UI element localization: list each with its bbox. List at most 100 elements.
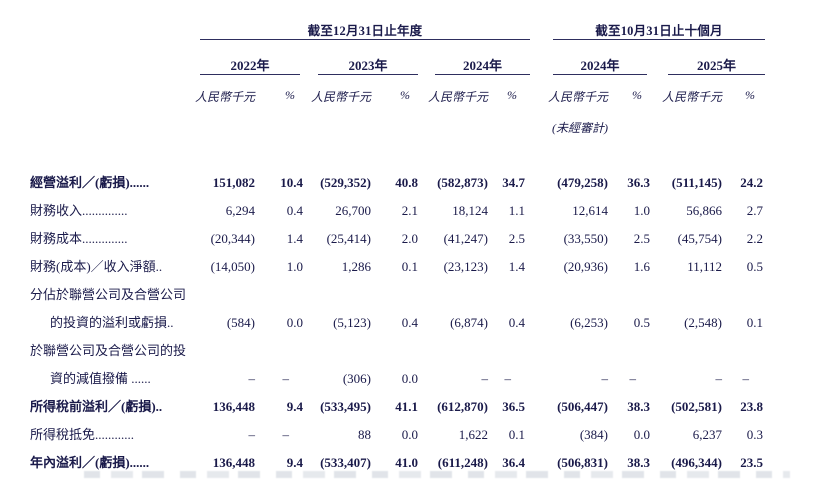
- value-cell: 26,700: [335, 203, 371, 218]
- row-label: 於聯營公司及合營公司的投 資的減值撥備 ......: [30, 336, 195, 392]
- pct-label-2022: %: [285, 88, 295, 102]
- pct-cell: 2.7: [746, 203, 763, 218]
- row-label: 年內溢利／(虧損)......: [30, 455, 150, 470]
- value-cell: (6,874): [450, 315, 488, 330]
- row-label: 所得稅前溢利／(虧損)..: [30, 399, 163, 414]
- pct-cell: 0.5: [746, 259, 763, 274]
- unit-label-2024-ten-months: 人民幣千元: [547, 90, 608, 104]
- value-cell: (502,581): [671, 399, 722, 414]
- value-cell: (25,414): [326, 231, 371, 246]
- table-body: 經營溢利／(虧損)...... 151,082 10.4 (529,352) 4…: [30, 168, 763, 476]
- pct-cell: –: [504, 371, 512, 386]
- value-cell: (2,548): [684, 315, 722, 330]
- value-cell: (5,123): [333, 315, 371, 330]
- value-cell: –: [248, 427, 256, 442]
- value-cell: (14,050): [210, 259, 255, 274]
- pct-cell: 1.4: [286, 231, 303, 246]
- value-cell: 136,448: [212, 399, 255, 414]
- pct-cell: 10.4: [280, 175, 303, 190]
- year-header-2025-ten-months: 2025年: [696, 58, 736, 73]
- value-cell: –: [481, 371, 489, 386]
- cropped-next-row-sliver: [84, 471, 790, 478]
- unit-label-2022: 人民幣千元: [195, 90, 256, 104]
- year-underline-2025-ten-months: [668, 74, 765, 75]
- year-header-2022: 2022年: [230, 58, 270, 73]
- pct-cell: 9.4: [286, 399, 303, 414]
- unit-label-2024: 人民幣千元: [427, 90, 488, 104]
- value-cell: (533,495): [320, 399, 371, 414]
- pct-cell: 40.8: [395, 175, 418, 190]
- value-cell: (20,936): [563, 259, 608, 274]
- pct-label-2024: %: [507, 88, 517, 102]
- pct-cell: 1.1: [508, 203, 525, 218]
- value-cell: 56,866: [686, 203, 722, 218]
- pct-cell: 1.0: [286, 259, 303, 274]
- value-cell: (45,754): [677, 231, 722, 246]
- value-cell: 136,448: [212, 455, 255, 470]
- pct-label-2025: %: [745, 88, 755, 102]
- pct-cell: 0.0: [286, 315, 303, 330]
- row-label: 財務(成本)／收入淨額..: [30, 259, 163, 274]
- value-cell: (384): [579, 427, 608, 442]
- pct-cell: –: [742, 371, 750, 386]
- table-row-profit-loss-for-the-year: 年內溢利／(虧損)...... 136,448 9.4 (533,407) 41…: [30, 448, 763, 476]
- pct-cell: 23.8: [740, 399, 763, 414]
- pct-cell: 1.6: [633, 259, 650, 274]
- group-underline-fiscal-year: [200, 39, 530, 40]
- value-cell: (582,873): [437, 175, 488, 190]
- subheader-spacer: [30, 88, 195, 110]
- table-row-net-finance-costs-income: 財務(成本)／收入淨額.. (14,050) 1.0 1,286 0.1 (23…: [30, 252, 763, 280]
- row-label: 所得稅抵免............: [30, 427, 135, 442]
- year-header-2024: 2024年: [462, 58, 502, 73]
- value-cell: 6,237: [692, 427, 722, 442]
- year-header-2024-ten-months: 2024年: [580, 58, 620, 73]
- pct-cell: 2.2: [746, 231, 763, 246]
- pct-cell: 1.0: [633, 203, 650, 218]
- value-cell: 11,112: [687, 259, 722, 274]
- pct-cell: –: [282, 371, 290, 386]
- table-row-operating-profit-loss: 經營溢利／(虧損)...... 151,082 10.4 (529,352) 4…: [30, 168, 763, 196]
- pct-cell: 0.3: [746, 427, 763, 442]
- pct-cell: –: [629, 371, 637, 386]
- pct-cell: 0.4: [401, 315, 418, 330]
- row-label: 經營溢利／(虧損)......: [30, 175, 150, 190]
- pct-cell: 0.1: [508, 427, 525, 442]
- value-cell: –: [715, 371, 723, 386]
- pct-cell: 9.4: [286, 455, 303, 470]
- value-cell: (20,344): [210, 231, 255, 246]
- table-row-share-of-jv-associates-profit-loss: 分佔於聯營公司及合營公司 的投資的溢利或虧損.. (584) 0.0 (5,12…: [30, 280, 763, 336]
- pct-cell: 0.0: [401, 371, 418, 386]
- group-header-fiscal-year: 截至12月31日止年度: [307, 24, 423, 38]
- pct-cell: 0.0: [633, 427, 650, 442]
- row-label: 財務收入..............: [30, 203, 128, 218]
- pct-cell: 2.5: [633, 231, 650, 246]
- value-cell: 151,082: [212, 175, 255, 190]
- pct-cell: 0.5: [633, 315, 650, 330]
- pct-cell: 0.4: [508, 315, 525, 330]
- table-row-income-tax-credit: 所得稅抵免............ – – 88 0.0 1,622 0.1 (…: [30, 420, 763, 448]
- subheader-row: 人民幣千元 % 人民幣千元 % 人民幣千元 % 人民幣千元 % 人民幣千元 %: [30, 88, 763, 110]
- pct-cell: 24.2: [740, 175, 763, 190]
- pct-cell: 2.5: [508, 231, 525, 246]
- table-row-finance-income: 財務收入.............. 6,294 0.4 26,700 2.1 …: [30, 196, 763, 224]
- value-cell: (33,550): [563, 231, 608, 246]
- value-cell: (479,258): [557, 175, 608, 190]
- row-label: 財務成本..............: [30, 231, 128, 246]
- pct-cell: 2.1: [401, 203, 418, 218]
- row-label-line-1: 於聯營公司及合營公司的投: [30, 343, 187, 358]
- pct-cell: 0.1: [746, 315, 763, 330]
- value-cell: (611,248): [437, 455, 488, 470]
- value-cell: –: [248, 371, 256, 386]
- value-cell: (533,407): [320, 455, 371, 470]
- table-row-profit-loss-before-income-tax: 所得稅前溢利／(虧損).. 136,448 9.4 (533,495) 41.1…: [30, 392, 763, 420]
- year-underline-2024-ten-months: [553, 74, 647, 75]
- year-underline-2023: [318, 74, 418, 75]
- pct-cell: –: [282, 427, 290, 442]
- pct-cell: 23.5: [740, 455, 763, 470]
- group-header-ten-months: 截至10月31日止十個月: [595, 24, 723, 38]
- pct-cell: 0.1: [401, 259, 418, 274]
- row-label-line-2: 資的減值撥備 ......: [50, 371, 151, 386]
- row-label-line-1: 分佔於聯營公司及合營公司: [30, 287, 187, 302]
- pct-cell: 0.4: [286, 203, 303, 218]
